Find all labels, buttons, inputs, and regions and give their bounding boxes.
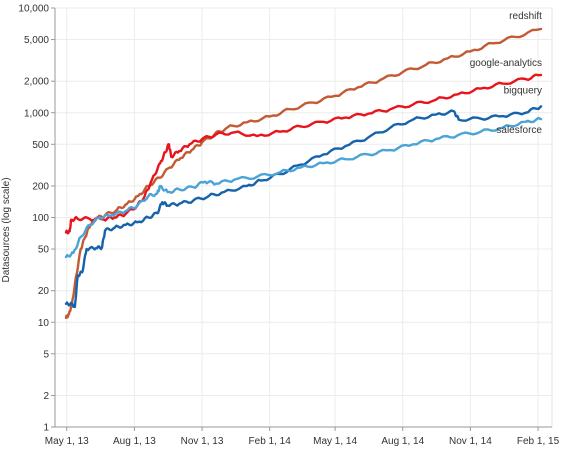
y-tick-label: 2,000 xyxy=(24,77,49,88)
y-tick-label: 500 xyxy=(32,140,49,151)
y-tick-label: 1,000 xyxy=(24,108,49,119)
series-line-redshift xyxy=(64,27,543,320)
x-tick-label: Nov 1, 13 xyxy=(181,436,224,447)
y-tick-label: 100 xyxy=(32,213,49,224)
axes: 1 2 5 10 20 50 100 200 500 1,000 2,000 5,000 10,000 M… xyxy=(18,4,559,448)
series-labels: redshift google-analytics bigquery salesfor… xyxy=(470,11,543,136)
y-tick-label: 200 xyxy=(32,181,49,192)
y-tick-label: 5,000 xyxy=(24,35,49,46)
series-label-salesforce: salesforce xyxy=(496,125,542,136)
series-label-google-analytics: google-analytics xyxy=(470,58,542,69)
series-line-salesforce xyxy=(64,116,543,259)
series-label-redshift: redshift xyxy=(509,11,542,22)
x-tick-label: Feb 1, 14 xyxy=(249,436,292,447)
y-tick-label: 10,000 xyxy=(18,4,49,15)
y-tick-label: 50 xyxy=(38,245,50,256)
y-tick-label: 2 xyxy=(43,391,49,402)
y-tick-label: 20 xyxy=(38,286,50,297)
x-tick-label: Aug 1, 14 xyxy=(381,436,424,447)
y-tick-label: 5 xyxy=(43,349,49,360)
x-tick-label: Nov 1, 14 xyxy=(449,436,492,447)
y-tick-label: 1 xyxy=(43,423,49,434)
series-lines xyxy=(64,27,543,320)
x-tick-label: May 1, 14 xyxy=(313,436,357,447)
x-tick-label: Feb 1, 15 xyxy=(517,436,560,447)
series-line-bigquery xyxy=(64,105,543,309)
series-label-bigquery: bigquery xyxy=(504,85,542,96)
x-tick-label: May 1, 13 xyxy=(45,436,89,447)
gridlines xyxy=(54,7,553,428)
y-axis-title: Datasources (log scale) xyxy=(1,177,12,282)
y-tick-label: 10 xyxy=(38,318,50,329)
series-line-google-analytics xyxy=(64,73,543,235)
x-tick-label: Aug 1, 13 xyxy=(113,436,156,447)
